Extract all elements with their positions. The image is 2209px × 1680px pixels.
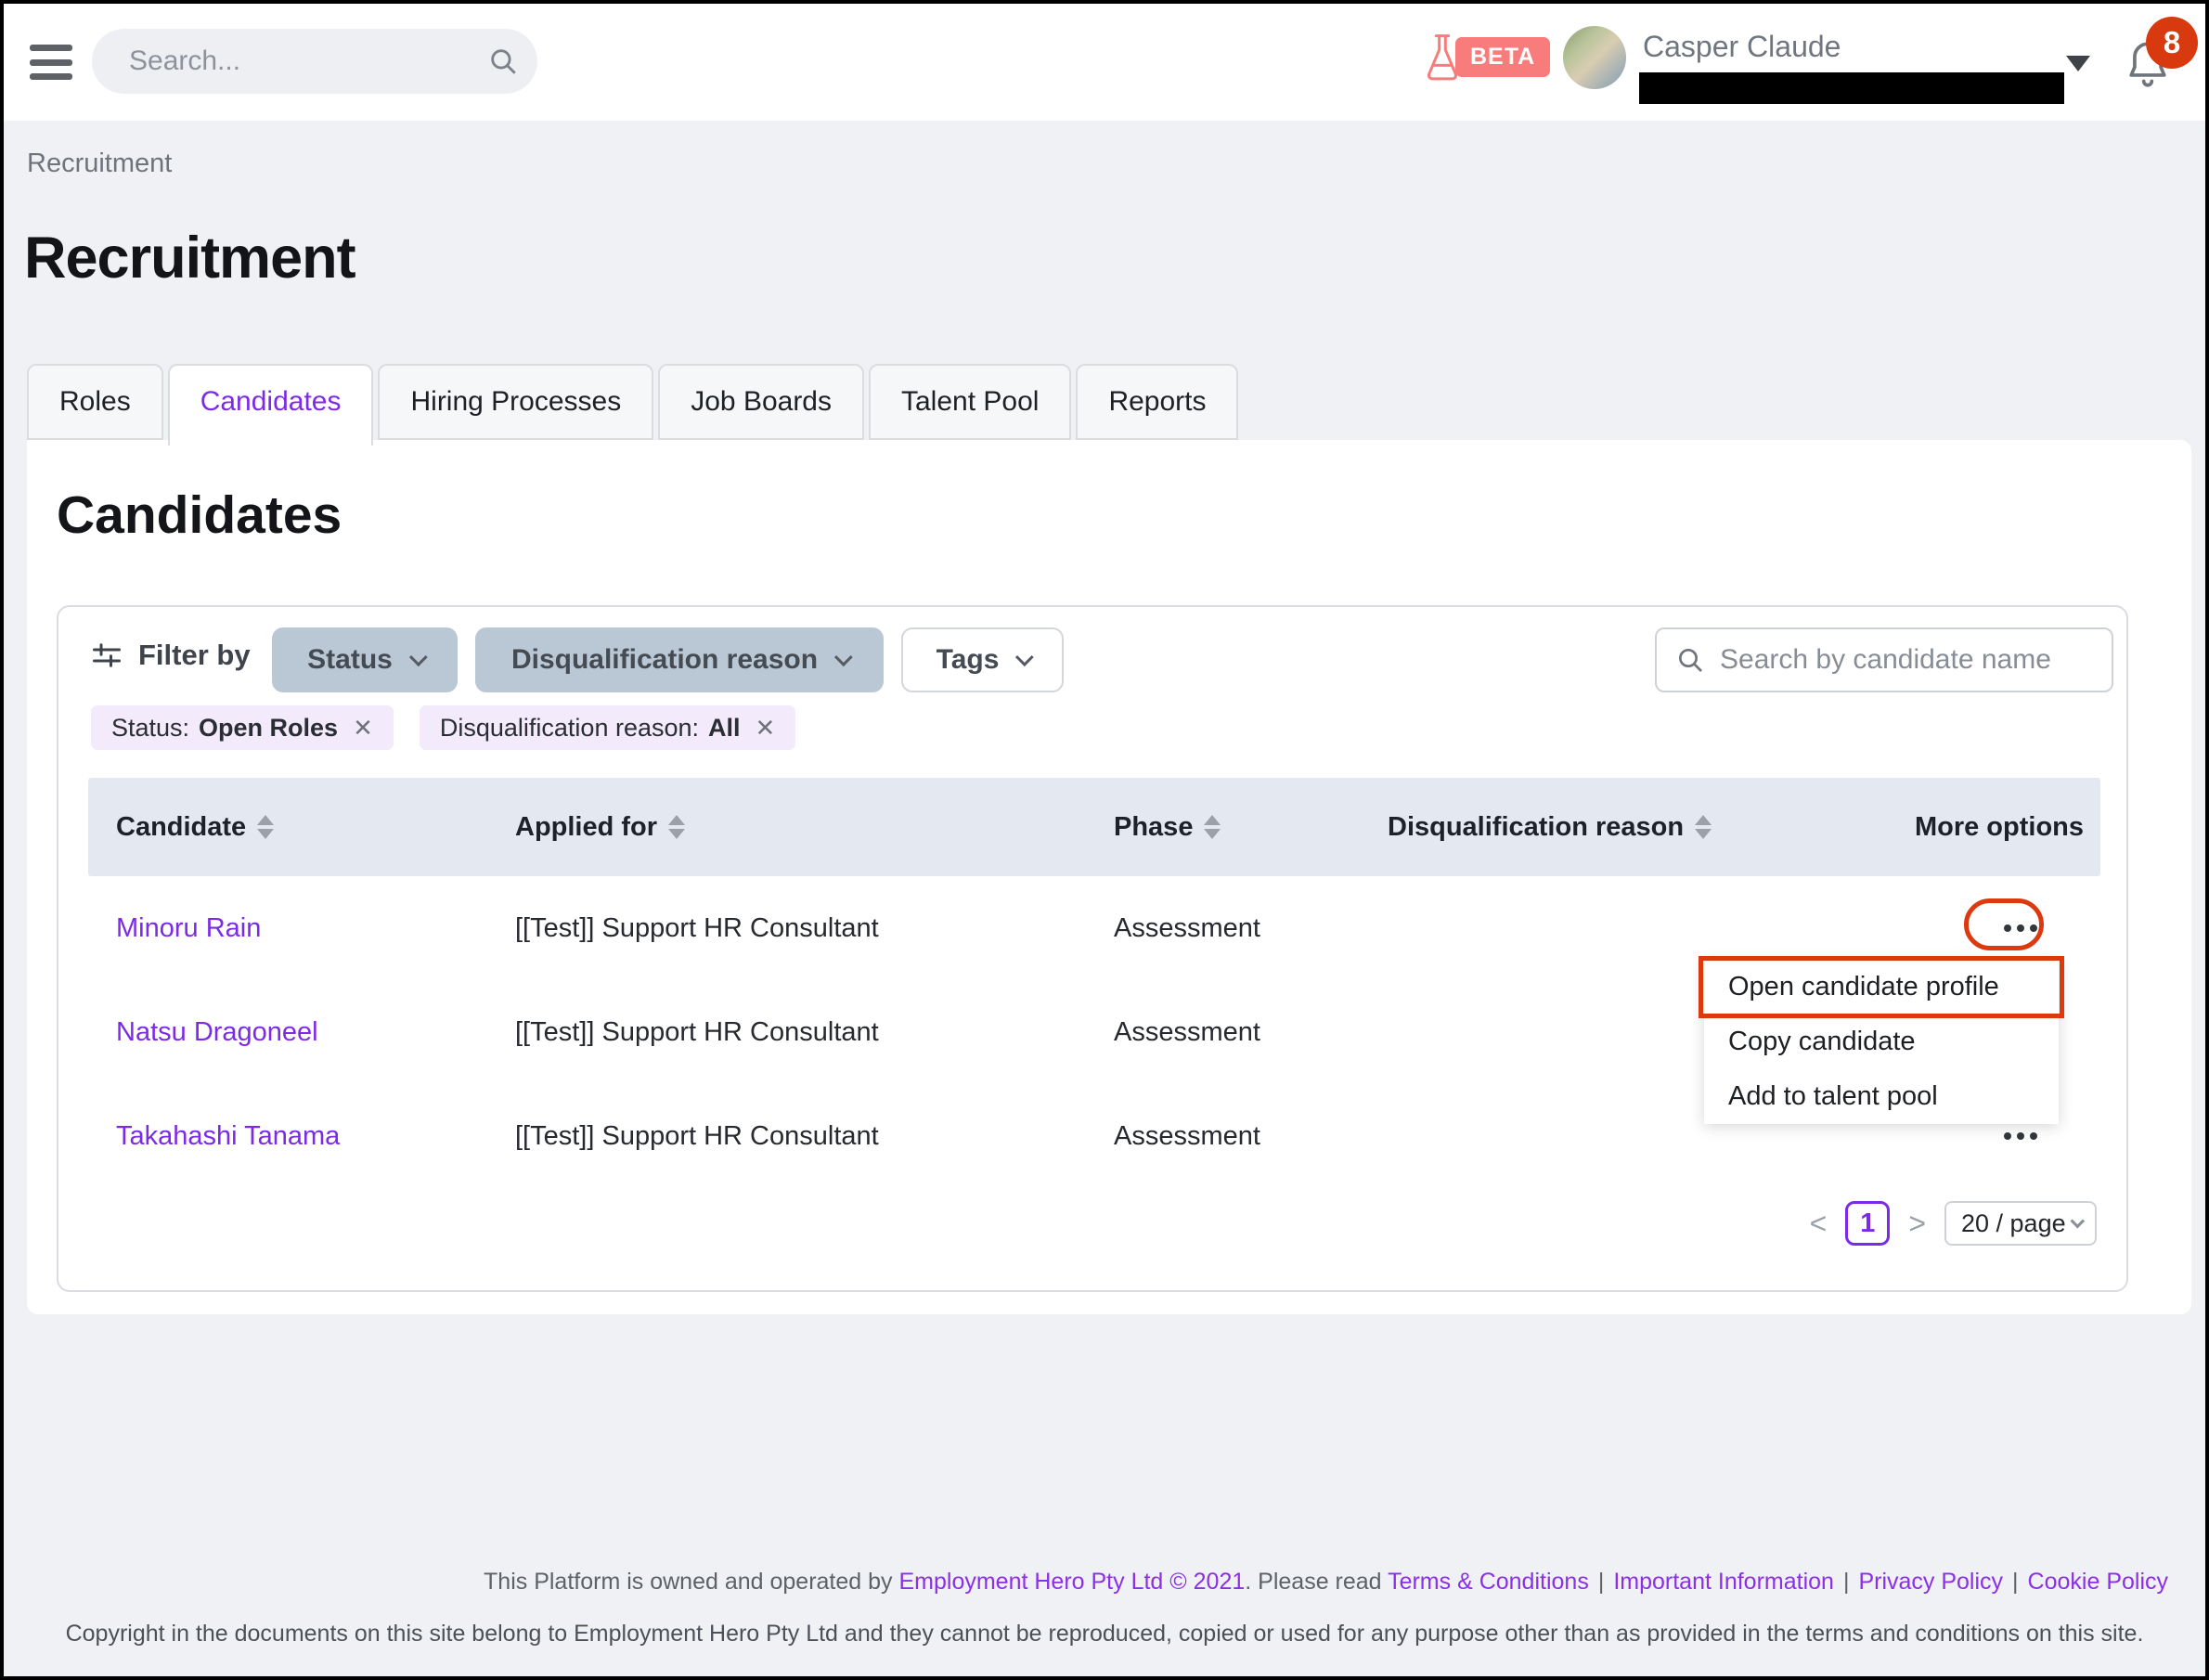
column-header-disqualification-reason[interactable]: Disqualification reason	[1388, 812, 1907, 843]
beta-feature-indicator: BETA	[1424, 32, 1551, 84]
phase-cell: Assessment	[1114, 1016, 1260, 1047]
candidate-link[interactable]: Takahashi Tanama	[116, 1120, 341, 1151]
page-title: Recruitment	[24, 226, 356, 291]
tags-filter-label: Tags	[936, 644, 1000, 675]
column-header-phase[interactable]: Phase	[1114, 812, 1388, 843]
next-page-button[interactable]: >	[1908, 1206, 1926, 1240]
candidates-heading: Candidates	[57, 485, 342, 545]
search-icon	[1675, 645, 1705, 675]
filter-by-group: Filter by	[90, 639, 251, 672]
page-size-value: 20 / page	[1961, 1208, 2066, 1237]
table-row: Natsu Dragoneel [[Test]] Support HR Cons…	[88, 980, 2100, 1084]
column-header-candidate[interactable]: Candidate	[116, 812, 515, 843]
previous-page-button[interactable]: <	[1809, 1206, 1828, 1240]
hamburger-menu-icon[interactable]	[30, 45, 72, 80]
page-number-button[interactable]: 1	[1845, 1201, 1891, 1246]
footer-link-terms[interactable]: Terms & Conditions	[1388, 1569, 1589, 1595]
breadcrumb[interactable]: Recruitment	[27, 149, 173, 178]
column-header-more-options: More options	[1914, 811, 2084, 842]
candidate-search-input[interactable]	[1720, 644, 2093, 676]
filter-by-label: Filter by	[138, 639, 251, 671]
chip-value: All	[708, 713, 741, 742]
phase-cell: Assessment	[1114, 1120, 1260, 1151]
close-icon[interactable]: ✕	[755, 713, 776, 742]
user-avatar[interactable]	[1563, 26, 1626, 89]
chevron-down-icon	[408, 648, 428, 667]
table-row: Takahashi Tanama [[Test]] Support HR Con…	[88, 1084, 2100, 1188]
status-filter-chip: Status: Open Roles ✕	[91, 705, 394, 750]
phase-cell: Assessment	[1114, 912, 1260, 943]
sort-icon[interactable]	[257, 815, 275, 839]
candidates-panel: Filter by Status Disqualification reason…	[57, 605, 2128, 1292]
chevron-down-icon	[833, 648, 853, 667]
tags-filter-button[interactable]: Tags	[901, 627, 1064, 692]
disqualification-filter-label: Disqualification reason	[510, 644, 819, 675]
user-name: Casper Claude	[1643, 30, 1841, 63]
footer-text: . Please read	[1245, 1569, 1389, 1595]
footer-separator: |	[1597, 1569, 1605, 1595]
footer-link-company[interactable]: Employment Hero Pty Ltd © 2021	[898, 1569, 1246, 1595]
global-search-input[interactable]	[129, 45, 487, 77]
tab-job-boards[interactable]: Job Boards	[658, 364, 864, 440]
disqualification-filter-button[interactable]: Disqualification reason	[475, 627, 884, 692]
more-options-icon[interactable]	[1998, 915, 2043, 941]
candidate-link[interactable]: Natsu Dragoneel	[116, 1016, 318, 1047]
sort-icon[interactable]	[1204, 815, 1221, 839]
beta-badge: BETA	[1455, 37, 1551, 77]
chevron-down-icon	[2070, 1213, 2086, 1228]
chip-label: Status:	[111, 713, 190, 742]
more-options-context-menu: Open candidate profile Copy candidate Ad…	[1704, 960, 2059, 1124]
topbar: BETA Casper Claude 8	[4, 4, 2205, 121]
user-menu-caret-icon[interactable]	[2066, 56, 2090, 71]
footer-separator: |	[1842, 1569, 1850, 1595]
tab-reports[interactable]: Reports	[1076, 364, 1239, 440]
candidate-search	[1655, 627, 2113, 692]
applied-for-cell: [[Test]] Support HR Consultant	[515, 912, 879, 943]
global-search	[92, 29, 537, 94]
tab-hiring-processes[interactable]: Hiring Processes	[378, 364, 654, 440]
footer-legal-line: This Platform is owned and operated by E…	[484, 1569, 2168, 1596]
recruitment-tabs: Roles Candidates Hiring Processes Job Bo…	[27, 364, 1239, 446]
chip-label: Disqualification reason:	[439, 713, 700, 742]
sort-icon[interactable]	[668, 815, 686, 839]
tab-roles[interactable]: Roles	[27, 364, 163, 440]
pagination: < 1 > 20 / page	[1810, 1201, 2097, 1246]
page-size-select[interactable]: 20 / page	[1944, 1201, 2097, 1246]
footer-link-privacy-policy[interactable]: Privacy Policy	[1858, 1569, 2004, 1595]
status-filter-label: Status	[307, 644, 393, 675]
redacted-user-email	[1639, 72, 2064, 104]
notifications-button[interactable]: 8	[2124, 17, 2198, 102]
applied-for-cell: [[Test]] Support HR Consultant	[515, 1016, 879, 1047]
sort-icon[interactable]	[1695, 815, 1712, 839]
footer-copyright-line: Copyright in the documents on this site …	[65, 1621, 2144, 1647]
menu-item-open-candidate-profile[interactable]: Open candidate profile	[1704, 960, 2059, 1014]
chip-value: Open Roles	[199, 713, 339, 742]
candidates-card: Candidates Filter by Status Disqualifica…	[27, 440, 2191, 1314]
status-filter-button[interactable]: Status	[272, 627, 458, 692]
column-header-applied-for[interactable]: Applied for	[515, 812, 1114, 843]
footer-link-cookie-policy[interactable]: Cookie Policy	[2027, 1569, 2168, 1595]
tab-candidates[interactable]: Candidates	[167, 364, 374, 446]
filter-sliders-icon	[90, 639, 123, 672]
footer-text: This Platform is owned and operated by	[484, 1569, 899, 1595]
candidates-table-header: Candidate Applied for Phase Disqualifica…	[88, 778, 2100, 876]
more-options-icon[interactable]	[1998, 1123, 2043, 1149]
chevron-down-icon	[1015, 648, 1035, 667]
close-icon[interactable]: ✕	[353, 713, 373, 742]
table-row: Minoru Rain [[Test]] Support HR Consulta…	[88, 876, 2100, 980]
active-filter-chips: Status: Open Roles ✕ Disqualification re…	[91, 705, 796, 750]
footer-link-important-information[interactable]: Important Information	[1613, 1569, 1834, 1595]
menu-item-copy-candidate[interactable]: Copy candidate	[1704, 1014, 2059, 1069]
applied-for-cell: [[Test]] Support HR Consultant	[515, 1120, 879, 1151]
menu-item-add-to-talent-pool[interactable]: Add to talent pool	[1704, 1069, 2059, 1124]
tab-talent-pool[interactable]: Talent Pool	[869, 364, 1072, 440]
search-icon	[487, 45, 519, 77]
disqualification-filter-chip: Disqualification reason: All ✕	[419, 705, 796, 750]
candidate-link[interactable]: Minoru Rain	[116, 912, 262, 943]
notification-count-badge: 8	[2146, 17, 2198, 69]
footer-separator: |	[2012, 1569, 2019, 1595]
